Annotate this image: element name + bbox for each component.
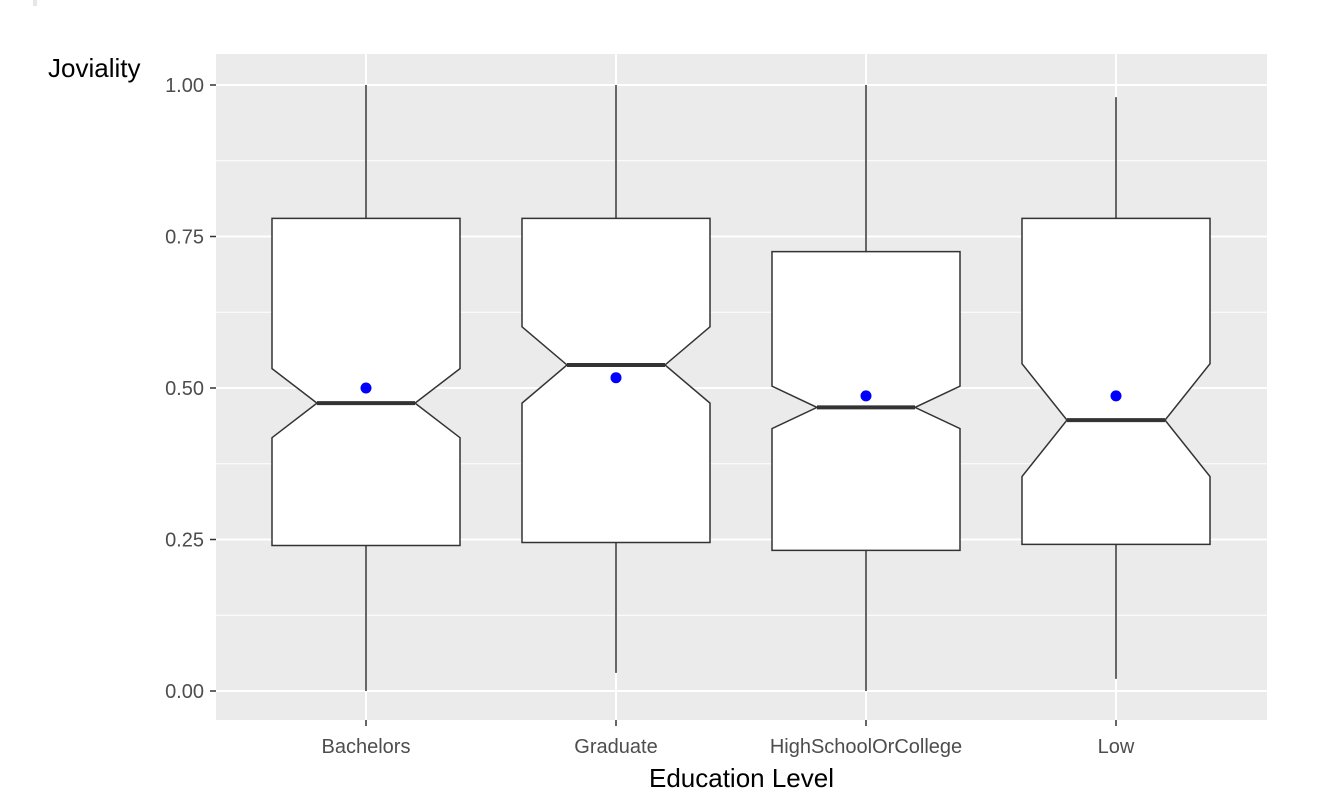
x-tick-label: Bachelors xyxy=(322,736,411,758)
x-axis-title: Education Level xyxy=(649,763,834,793)
y-tick-label: 0.50 xyxy=(165,378,204,400)
mean-point xyxy=(360,382,372,394)
box-Graduate xyxy=(521,85,711,673)
y-tick-label: 1.00 xyxy=(165,75,204,97)
x-axis-ticks: Bachelors Graduate HighSchoolOrCollege Low xyxy=(322,720,1135,758)
box-Low xyxy=(1021,97,1211,679)
y-axis-title: Joviality xyxy=(48,53,140,83)
y-tick-label: 0.00 xyxy=(165,681,204,703)
y-axis-ticks: 0.00 0.25 0.50 0.75 1.00 xyxy=(165,75,216,703)
x-tick-label: HighSchoolOrCollege xyxy=(770,736,962,758)
notched-box xyxy=(1021,217,1211,546)
mean-point xyxy=(1110,390,1122,402)
x-tick-label: Low xyxy=(1098,736,1135,758)
box-Bachelors xyxy=(271,85,461,691)
y-tick-label: 0.75 xyxy=(165,227,204,249)
y-tick-label: 0.25 xyxy=(165,530,204,552)
left-edge-marker xyxy=(33,0,37,6)
mean-point xyxy=(610,372,622,384)
box-HighSchoolOrCollege xyxy=(771,85,961,691)
notched-box xyxy=(271,217,461,547)
x-tick-label: Graduate xyxy=(574,736,657,758)
boxes-layer xyxy=(271,85,1211,691)
mean-point xyxy=(860,390,872,402)
